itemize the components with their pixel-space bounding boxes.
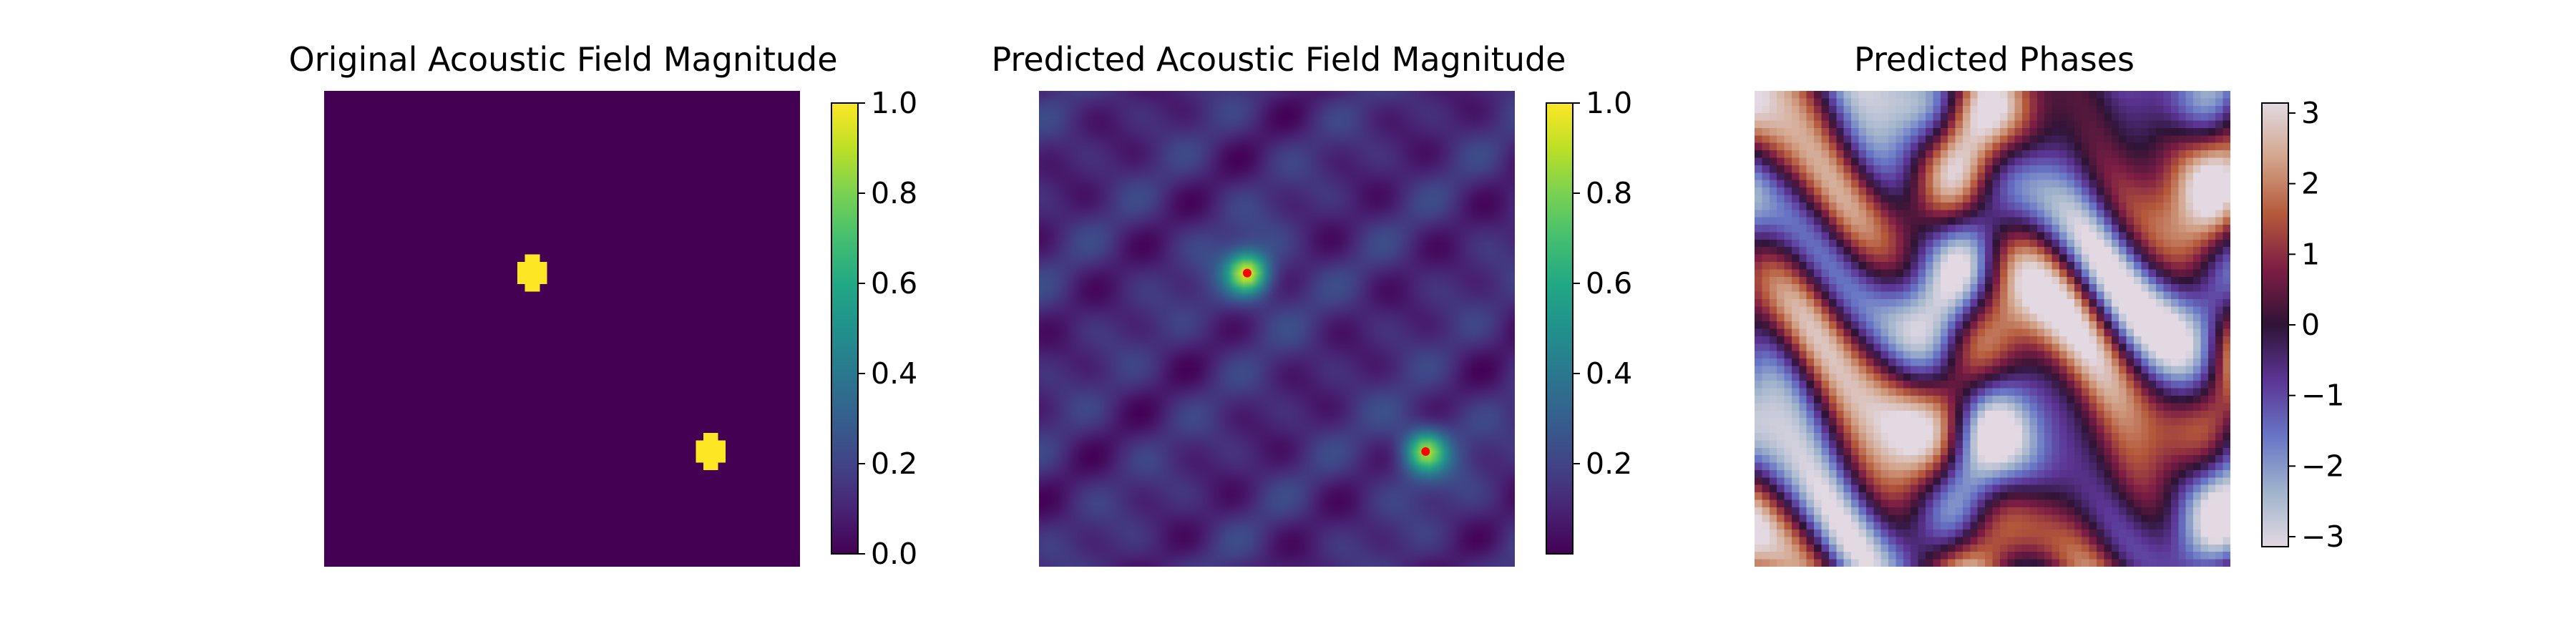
target-marker-1 <box>1242 268 1252 278</box>
original-colorbar-gradient <box>831 102 859 555</box>
colorbar-tick-label: 0.4 <box>871 356 917 391</box>
original-colorbar: 0.0 0.2 0.4 0.6 0.8 1.0 <box>831 86 917 571</box>
panel-original-title: Original Acoustic Field Magnitude <box>288 40 837 79</box>
panel-phases-title: Predicted Phases <box>1854 40 2135 79</box>
colorbar-tick-label: 0.0 <box>871 537 917 571</box>
phases-colorbar: 3 2 1 0 −1 −2 −3 <box>2261 96 2344 554</box>
colorbar-tick-label: 1.0 <box>1586 86 1632 120</box>
predicted-colorbar: 0.2 0.4 0.6 0.8 1.0 <box>1546 86 1632 555</box>
colorbar-tick-label: 0.6 <box>871 266 917 301</box>
original-magnitude-heatmap <box>324 91 800 567</box>
target-marker-2 <box>1421 447 1430 456</box>
colorbar-tick-label: 0.2 <box>1586 447 1632 481</box>
predicted-colorbar-ticks: 0.2 0.4 0.6 0.8 1.0 <box>1573 86 1632 481</box>
colorbar-tick-label: 1.0 <box>871 86 917 120</box>
phases-colorbar-ticks: 3 2 1 0 −1 −2 −3 <box>2288 96 2344 554</box>
phases-colorbar-gradient <box>2261 102 2289 547</box>
colorbar-tick-label: 0 <box>2301 308 2320 342</box>
predicted-colorbar-gradient <box>1546 102 1574 555</box>
panel-predicted-title: Predicted Acoustic Field Magnitude <box>991 40 1566 79</box>
original-colorbar-ticks: 0.0 0.2 0.4 0.6 0.8 1.0 <box>858 86 917 571</box>
predicted-phases-heatmap <box>1755 91 2230 567</box>
predicted-target-markers <box>1242 268 1430 456</box>
colorbar-tick-label: 0.8 <box>1586 176 1632 210</box>
panel-original-magnitude: Original Acoustic Field Magnitude 0.0 0.2… <box>288 40 917 571</box>
colorbar-tick-label: −2 <box>2301 449 2344 483</box>
colorbar-tick-label: −3 <box>2301 519 2344 554</box>
predicted-magnitude-heatmap <box>1039 91 1515 567</box>
colorbar-tick-label: 0.6 <box>1586 266 1632 301</box>
colorbar-tick-label: 1 <box>2301 237 2320 271</box>
colorbar-tick-label: −1 <box>2301 379 2344 413</box>
panel-predicted-magnitude: Predicted Acoustic Field Magnitude 0.20.… <box>991 40 1632 567</box>
predicted-heatmap-wrapper <box>1039 91 1515 567</box>
panel-predicted-phases: Predicted Phases 3 2 1 0 −1 −2 −3 <box>1755 40 2344 567</box>
phases-heatmap-wrapper <box>1755 91 2230 567</box>
colorbar-tick-label: 0.8 <box>871 176 917 210</box>
colorbar-tick-label: 3 <box>2301 96 2320 130</box>
colorbar-tick-label: 0.4 <box>1586 356 1632 391</box>
colorbar-tick-label: 0.2 <box>871 447 917 481</box>
original-heatmap-wrapper <box>324 91 800 567</box>
colorbar-tick-label: 2 <box>2301 167 2320 201</box>
